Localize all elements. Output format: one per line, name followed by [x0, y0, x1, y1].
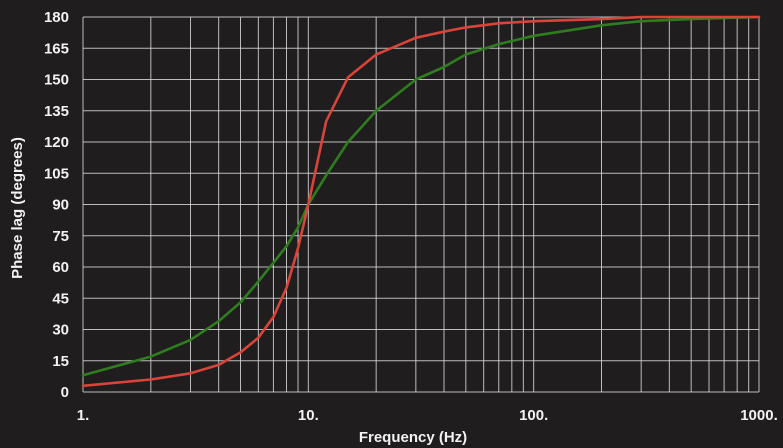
x-tick-label: 100. [519, 407, 548, 424]
y-tick-label: 45 [52, 290, 69, 307]
y-tick-label: 120 [44, 134, 69, 151]
y-tick-label: 0 [61, 384, 69, 401]
y-tick-label: 165 [44, 40, 69, 57]
x-axis-label: Frequency (Hz) [359, 429, 467, 446]
x-tick-labels: 1. 10. 100. 1000. [77, 407, 778, 424]
y-tick-label: 75 [52, 228, 69, 245]
y-tick-label: 60 [52, 259, 69, 276]
x-tick-label: 1000. [740, 407, 778, 424]
y-tick-label: 15 [52, 353, 69, 370]
series-lines [81, 15, 761, 388]
y-tick-label: 30 [52, 322, 69, 339]
series-line-1 [81, 15, 761, 377]
y-tick-labels: 0 15 30 45 60 75 90 105 120 135 150 165 180 [44, 9, 69, 401]
y-tick-label: 180 [44, 9, 69, 26]
y-tick-label: 90 [52, 197, 69, 214]
y-tick-label: 105 [44, 165, 69, 182]
series-line-2 [81, 15, 761, 388]
y-axis-label: Phase lag (degrees) [9, 137, 26, 279]
x-tick-label: 1. [77, 407, 90, 424]
y-tick-label: 135 [44, 103, 69, 120]
y-tick-label: 150 [44, 72, 69, 89]
x-tick-label: 10. [298, 407, 319, 424]
